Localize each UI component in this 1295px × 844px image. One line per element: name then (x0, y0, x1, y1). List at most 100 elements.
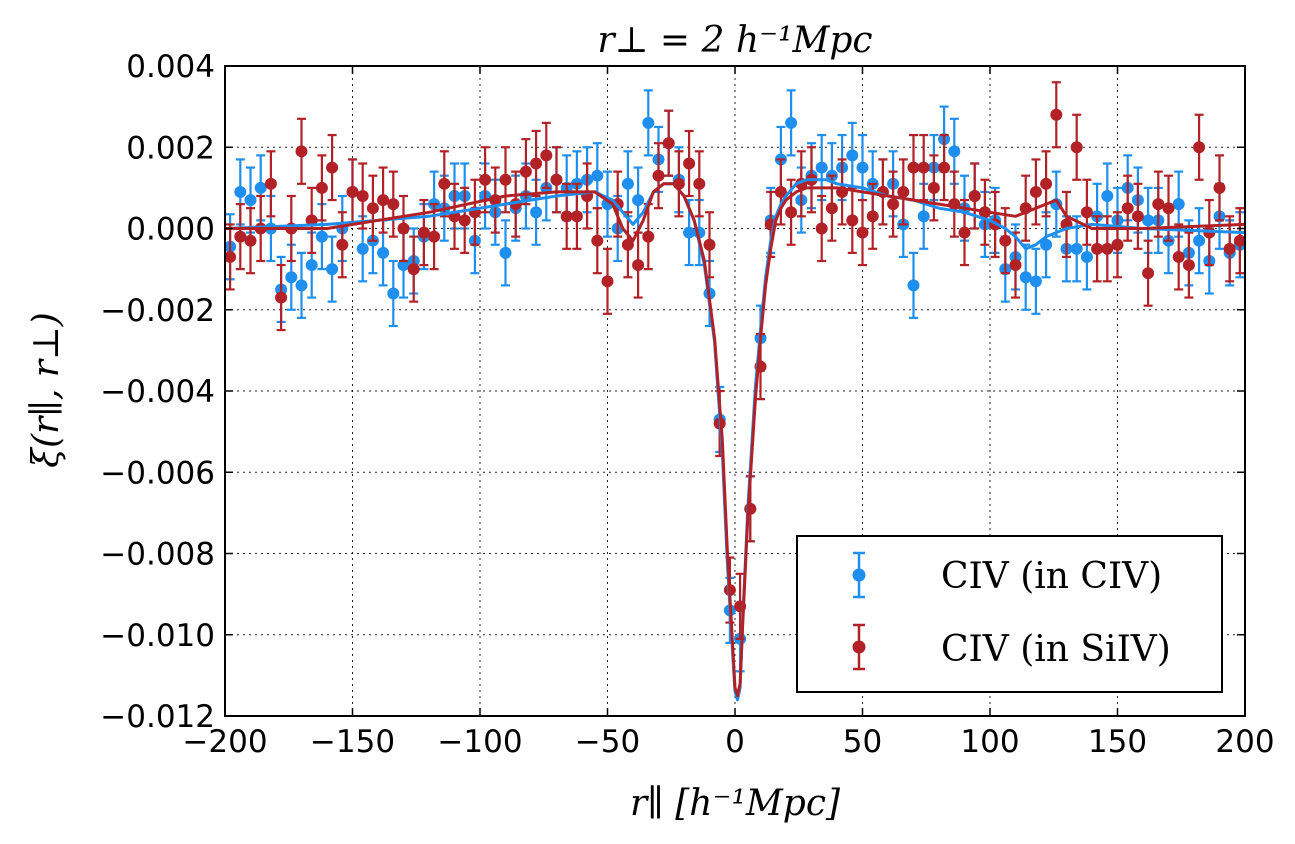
data-point (499, 246, 512, 259)
data-point (1029, 275, 1042, 288)
data-point (662, 137, 675, 150)
data-point (907, 279, 920, 292)
data-point (1080, 250, 1093, 263)
data-point (428, 230, 441, 243)
data-point (244, 194, 257, 207)
data-point (499, 173, 512, 186)
data-point (458, 214, 471, 227)
data-point (407, 263, 420, 276)
data-point (417, 226, 430, 239)
x-tick-label: −200 (182, 724, 267, 760)
data-point (958, 226, 971, 239)
legend-label-civ-in-civ: CIV (in CIV) (941, 556, 1162, 597)
x-tick-label: 200 (1215, 724, 1274, 760)
fit-curve-civ-in-siiv (225, 182, 1246, 698)
data-point (387, 287, 400, 300)
data-point (305, 259, 318, 272)
data-point (346, 185, 359, 198)
data-point (1172, 198, 1185, 211)
series-civ-in-siiv (224, 81, 1246, 640)
data-point (570, 210, 583, 223)
data-point (938, 161, 951, 174)
data-point (591, 234, 604, 247)
data-point (366, 202, 379, 215)
y-tick-label: −0.012 (100, 699, 215, 735)
data-point (683, 226, 696, 239)
data-point (683, 157, 696, 170)
data-point (815, 161, 828, 174)
data-point (295, 279, 308, 292)
data-point (1070, 141, 1083, 154)
data-point (530, 157, 543, 170)
data-point (234, 230, 247, 243)
data-point (244, 234, 257, 247)
data-point (254, 181, 267, 194)
data-point (315, 230, 328, 243)
x-tick-label: 0 (725, 724, 745, 760)
data-point (1070, 242, 1083, 255)
x-tick-label: 150 (1088, 724, 1147, 760)
data-point (438, 177, 451, 190)
data-point (234, 185, 247, 198)
data-point (1233, 234, 1246, 247)
data-point (479, 173, 492, 186)
data-point (948, 145, 961, 158)
y-tick-label: 0.002 (126, 130, 215, 166)
data-point (377, 246, 390, 259)
data-point (295, 145, 308, 158)
data-point (897, 185, 910, 198)
data-point (1193, 234, 1206, 247)
data-point (887, 198, 900, 211)
data-point (866, 210, 879, 223)
data-point (815, 222, 828, 235)
data-point (387, 198, 400, 211)
axis-ticks: −200 −150 −100 −50 0 50 100 150 200 0.004 0.002 0.0… (100, 49, 1274, 760)
y-tick-label: −0.004 (100, 374, 215, 410)
data-point (1152, 198, 1165, 211)
data-point (1019, 271, 1032, 284)
data-point (326, 263, 339, 276)
data-point (907, 161, 920, 174)
data-point (785, 206, 798, 219)
data-point (1162, 202, 1175, 215)
data-point (326, 161, 339, 174)
data-point (632, 259, 645, 272)
x-tick-label: 50 (843, 724, 882, 760)
data-point (1223, 242, 1236, 255)
data-point (846, 149, 859, 162)
data-point (1213, 181, 1226, 194)
data-point (591, 169, 604, 182)
data-point (1040, 177, 1053, 190)
data-point (1111, 238, 1124, 251)
data-point (1101, 190, 1114, 202)
data-point (1101, 242, 1114, 255)
data-point (1050, 108, 1063, 121)
data-point (1040, 238, 1053, 251)
legend-marker-civ-in-civ (852, 551, 866, 599)
x-tick-label: −50 (575, 724, 640, 760)
x-tick-label: 100 (960, 724, 1019, 760)
data-point (519, 165, 532, 178)
data-point (356, 242, 369, 255)
data-point (927, 181, 940, 194)
data-point (305, 214, 318, 227)
data-layer (224, 81, 1246, 702)
data-point (1182, 259, 1195, 272)
data-point (1121, 202, 1134, 215)
y-axis-label: ξ(r∥, r⊥) (26, 312, 67, 468)
data-point (632, 194, 645, 207)
data-point (1009, 259, 1022, 272)
chart-title: r⊥ = 2 h⁻¹Mpc (597, 20, 872, 61)
data-point (264, 177, 277, 190)
data-point (1142, 214, 1155, 227)
data-point (1029, 185, 1042, 198)
y-tick-label: 0.004 (126, 49, 215, 85)
data-point (285, 271, 298, 284)
data-point (825, 202, 838, 215)
data-point (377, 194, 390, 207)
data-point (652, 169, 665, 182)
x-axis-label: r∥ [h⁻¹Mpc] (630, 783, 841, 824)
legend-marker-civ-in-siiv (852, 623, 866, 671)
data-point (530, 206, 543, 219)
